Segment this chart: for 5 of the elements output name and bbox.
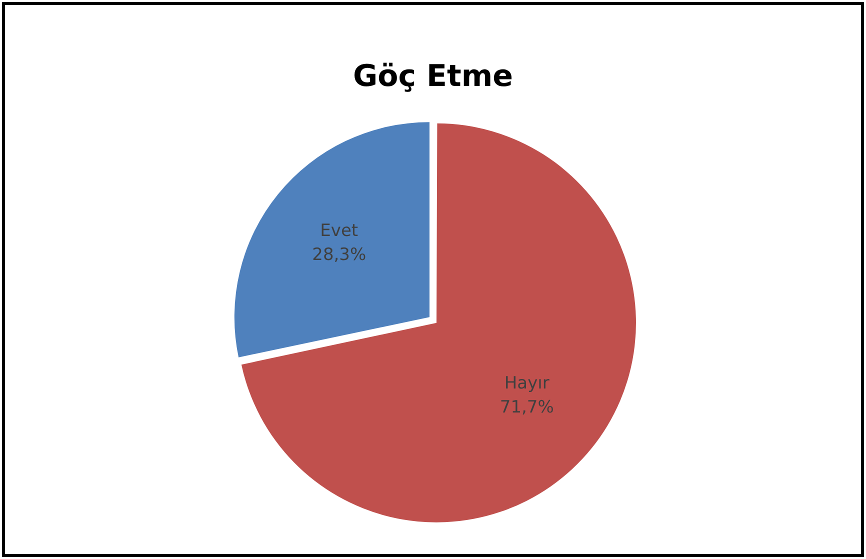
chart-title: Göç Etme	[353, 58, 513, 94]
data-label: 28,3%	[312, 245, 366, 266]
slice-label: Evet	[320, 221, 358, 242]
slice-label: Hayır	[504, 374, 550, 394]
data-label: 71,7%	[500, 398, 554, 418]
